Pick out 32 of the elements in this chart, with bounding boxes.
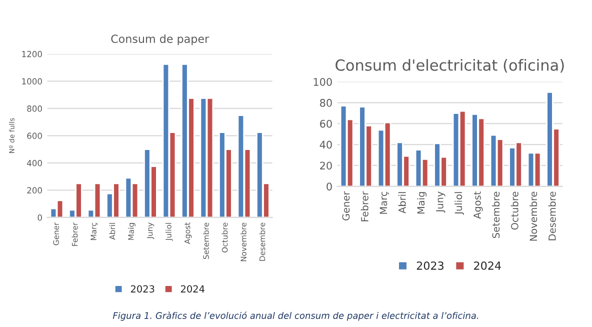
y-tick-label: 0 xyxy=(326,182,332,190)
x-tick-label: Desembre xyxy=(548,192,556,240)
y-tick-label: 600 xyxy=(27,132,42,139)
x-tick-label: Novembre xyxy=(530,192,538,241)
y-tick-label: 100 xyxy=(314,78,332,86)
y-tick-label: 0 xyxy=(38,214,42,221)
chart-title: Consum de paper xyxy=(111,34,210,46)
x-tick-label: Juny xyxy=(436,192,446,213)
y-tick-label: 800 xyxy=(27,105,42,112)
y-tick-label: 200 xyxy=(27,187,42,194)
y-tick-label: 40 xyxy=(320,140,332,149)
y-tick-label: 1000 xyxy=(22,78,42,84)
y-tick-label: 400 xyxy=(27,160,42,166)
legend-label: 2024 xyxy=(180,285,204,293)
x-tick-label: Abril xyxy=(398,192,406,214)
y-tick-label: 80 xyxy=(320,98,332,107)
x-tick-label: Agost xyxy=(474,191,483,219)
x-tick-label: Gener xyxy=(342,191,350,220)
chart-title: Consum d'electricitat (oficina) xyxy=(336,59,564,73)
x-tick-label: Setembre xyxy=(492,192,500,238)
y-tick-label: 1200 xyxy=(22,50,42,58)
x-tick-label: Març xyxy=(380,192,389,214)
legend-label: 2024 xyxy=(474,261,501,270)
x-tick-label: Maig xyxy=(417,192,427,214)
legend-label: 2023 xyxy=(416,261,444,270)
x-tick-label: Febrer xyxy=(360,191,368,222)
legend-label: 2023 xyxy=(130,285,154,293)
x-tick-label: Octubre xyxy=(510,192,518,230)
y-tick-label: 60 xyxy=(320,120,332,128)
text: Figura 1. Gràfics de l’evolució anual del consum de paper i electricitat a l’oficina. xyxy=(112,312,478,321)
x-tick-label: Juliol xyxy=(454,192,464,215)
y-tick-label: 20 xyxy=(320,162,332,170)
